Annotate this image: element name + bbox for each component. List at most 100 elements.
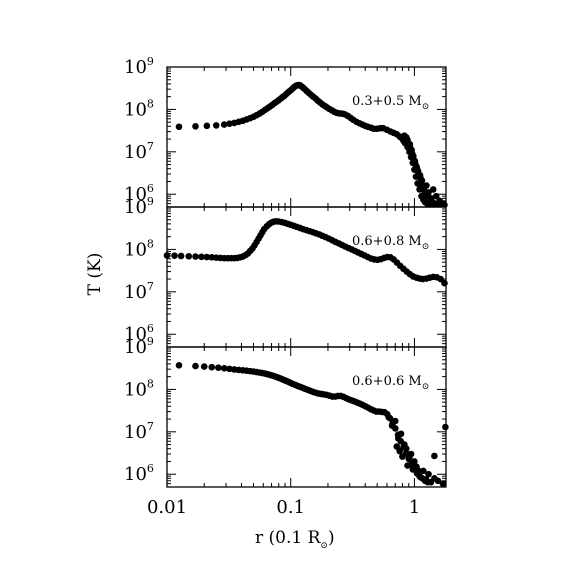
data-point bbox=[422, 476, 430, 483]
data-point bbox=[215, 364, 222, 372]
data-point bbox=[203, 253, 211, 261]
panel-label-text: 0.3+0.5 M bbox=[352, 94, 422, 109]
y-tick-label-base: 10 bbox=[124, 142, 147, 163]
data-point bbox=[203, 122, 211, 130]
y-tick-label: 108 bbox=[124, 237, 154, 260]
panel-label-subscript: ⊙ bbox=[422, 102, 430, 112]
data-point bbox=[177, 252, 185, 260]
y-tick-label: 108 bbox=[124, 377, 154, 400]
y-tick-label: 107 bbox=[124, 420, 154, 443]
data-point bbox=[434, 477, 442, 485]
data-point bbox=[418, 177, 426, 184]
data-point bbox=[220, 121, 228, 128]
y-tick-label-base: 10 bbox=[124, 422, 147, 443]
data-point bbox=[198, 253, 205, 261]
data-point bbox=[385, 413, 393, 421]
y-tick-label-base: 10 bbox=[124, 337, 147, 358]
y-tick-label-base: 10 bbox=[124, 324, 147, 345]
data-point bbox=[192, 362, 199, 370]
data-points bbox=[175, 81, 448, 207]
y-tick-label-exponent: 9 bbox=[147, 195, 154, 208]
x-axis-title-suffix: ) bbox=[328, 528, 335, 548]
data-point bbox=[441, 201, 448, 207]
data-point bbox=[175, 362, 183, 369]
panel-label-text: 0.6+0.6 M bbox=[352, 374, 422, 389]
data-point bbox=[404, 462, 411, 469]
y-tick-label-base: 10 bbox=[124, 379, 147, 400]
data-point bbox=[435, 200, 443, 207]
y-tick-label-exponent: 6 bbox=[147, 322, 154, 335]
x-tick-label: 1 bbox=[409, 497, 420, 518]
data-point bbox=[220, 364, 228, 372]
data-point bbox=[442, 423, 449, 431]
panel-label: 0.6+0.6 M⊙ bbox=[352, 374, 429, 392]
panel-frame bbox=[166, 346, 447, 488]
data-point bbox=[212, 122, 220, 129]
y-tick-label-exponent: 6 bbox=[147, 462, 154, 475]
data-point bbox=[441, 279, 448, 287]
y-tick-label: 107 bbox=[124, 140, 154, 163]
data-point bbox=[185, 252, 193, 260]
data-points bbox=[175, 362, 449, 487]
data-point bbox=[403, 445, 410, 452]
panel-label: 0.6+0.8 M⊙ bbox=[352, 234, 429, 252]
y-tick-label-base: 10 bbox=[124, 57, 147, 78]
data-point bbox=[171, 252, 178, 260]
y-tick-label-exponent: 6 bbox=[147, 182, 154, 195]
y-tick-label: 109 bbox=[124, 195, 154, 218]
x-tick-label: 0.1 bbox=[276, 497, 305, 518]
data-point bbox=[432, 192, 440, 200]
data-point bbox=[410, 152, 417, 160]
data-point bbox=[431, 452, 438, 460]
data-point bbox=[396, 447, 403, 455]
data-point bbox=[399, 453, 406, 460]
data-point bbox=[415, 467, 422, 475]
panel-label-subscript: ⊙ bbox=[422, 382, 430, 392]
data-point bbox=[406, 141, 414, 148]
y-tick-label-exponent: 9 bbox=[147, 55, 154, 68]
data-point bbox=[420, 467, 427, 475]
data-point bbox=[391, 417, 399, 425]
data-points bbox=[163, 218, 448, 287]
panel-label: 0.3+0.5 M⊙ bbox=[352, 94, 429, 112]
y-tick-label: 106 bbox=[124, 462, 154, 485]
y-tick-label-exponent: 7 bbox=[147, 140, 154, 153]
y-tick-label-exponent: 9 bbox=[147, 335, 154, 348]
y-tick-label: 106 bbox=[124, 322, 154, 345]
y-tick-label-base: 10 bbox=[124, 282, 147, 303]
data-point bbox=[425, 470, 432, 478]
data-point bbox=[208, 363, 216, 371]
y-tick-label: 108 bbox=[124, 97, 154, 120]
data-point bbox=[439, 480, 447, 487]
y-tick-label: 109 bbox=[124, 55, 154, 78]
y-tick-label-exponent: 8 bbox=[147, 97, 154, 110]
y-tick-label-base: 10 bbox=[124, 239, 147, 260]
data-point bbox=[411, 157, 419, 165]
data-point bbox=[175, 123, 183, 131]
data-point bbox=[407, 450, 415, 458]
data-point bbox=[388, 422, 396, 429]
y-tick-label-base: 10 bbox=[124, 464, 147, 485]
y-tick-label: 107 bbox=[124, 280, 154, 303]
x-axis-title-main: r (0.1 R bbox=[255, 528, 322, 548]
data-point bbox=[226, 365, 233, 373]
y-tick-label-base: 10 bbox=[124, 184, 147, 205]
data-point bbox=[429, 186, 437, 193]
panel-label-text: 0.6+0.8 M bbox=[352, 234, 422, 249]
y-tick-label-base: 10 bbox=[124, 197, 147, 218]
y-tick-label-exponent: 7 bbox=[147, 280, 154, 293]
data-point bbox=[192, 122, 199, 130]
panel-label-subscript: ⊙ bbox=[422, 242, 430, 252]
y-tick-label-base: 10 bbox=[124, 99, 147, 120]
x-axis-title-subscript: ⊙ bbox=[320, 541, 328, 551]
data-point bbox=[163, 252, 171, 259]
y-tick-label-exponent: 8 bbox=[147, 377, 154, 390]
x-axis-title: r (0.1 R⊙) bbox=[255, 528, 335, 551]
data-point bbox=[397, 430, 405, 438]
x-tick-label: 0.01 bbox=[147, 497, 187, 518]
